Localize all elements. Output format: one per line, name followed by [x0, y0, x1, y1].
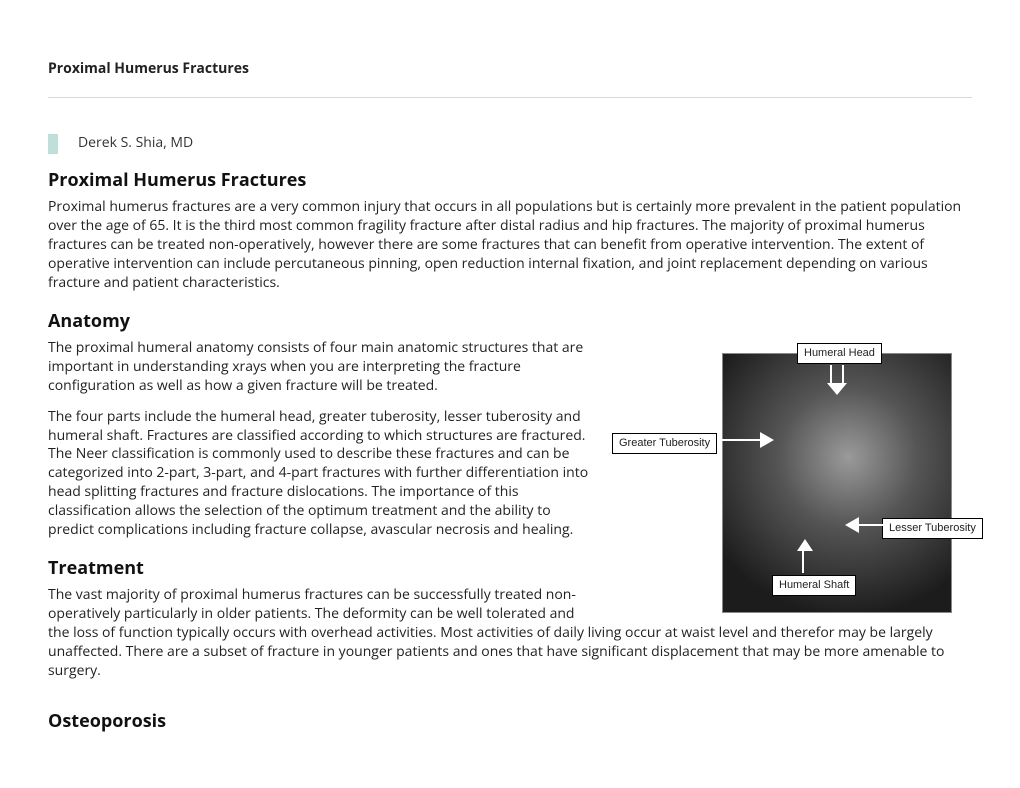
label-humeral-head: Humeral Head [797, 343, 882, 364]
arrow-left-icon [857, 524, 887, 526]
label-lesser-tuberosity: Lesser Tuberosity [882, 518, 983, 539]
page-header-title: Proximal Humerus Fractures [48, 59, 249, 78]
author-row: Derek S. Shia, MD [48, 134, 972, 154]
arrow-right-icon [722, 439, 762, 441]
section-title-osteoporosis: Osteoporosis [48, 709, 972, 733]
xray-figure: Humeral Head Greater Tuberosity Lesser T… [602, 343, 972, 623]
section-title-anatomy: Anatomy [48, 309, 972, 333]
section-title-intro: Proximal Humerus Fractures [48, 168, 972, 192]
author-name: Derek S. Shia, MD [78, 134, 193, 153]
intro-body: Proximal humerus fractures are a very co… [48, 198, 972, 292]
label-humeral-shaft: Humeral Shaft [772, 575, 856, 596]
arrow-up-icon [802, 549, 804, 573]
label-greater-tuberosity: Greater Tuberosity [612, 433, 717, 454]
anatomy-block: Humeral Head Greater Tuberosity Lesser T… [48, 339, 972, 693]
author-icon [48, 134, 58, 154]
arrow-down-icon [830, 365, 844, 385]
page-header: Proximal Humerus Fractures [48, 60, 972, 98]
